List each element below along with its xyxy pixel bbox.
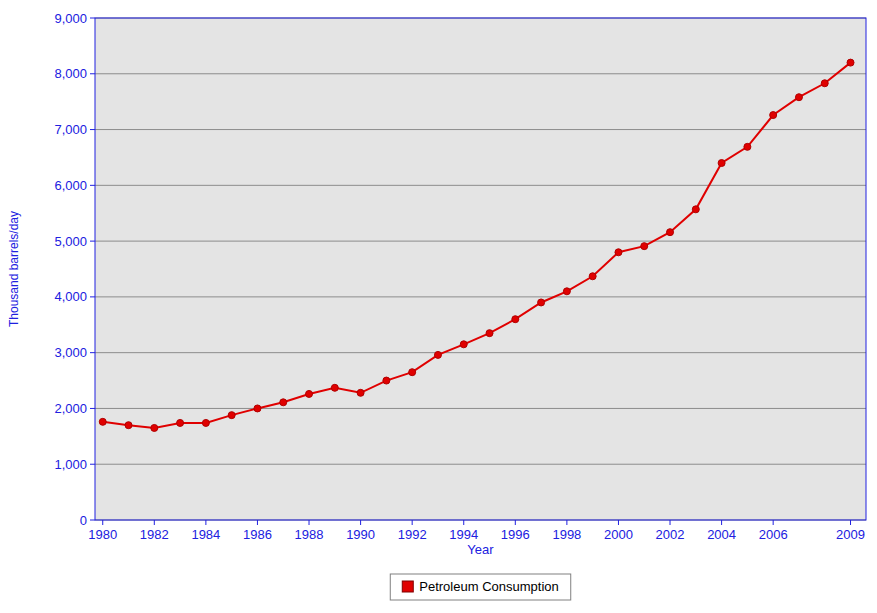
x-tick bbox=[102, 520, 103, 525]
x-tick bbox=[566, 520, 567, 525]
y-tick-label: 2,000 bbox=[54, 401, 87, 416]
y-axis-title: Thousand barrels/day bbox=[7, 211, 21, 327]
series-group bbox=[99, 59, 854, 431]
y-tick bbox=[90, 520, 95, 521]
legend-box bbox=[390, 574, 570, 600]
x-tick-label: 1986 bbox=[243, 527, 272, 542]
series-marker bbox=[177, 419, 184, 426]
y-tick bbox=[90, 241, 95, 242]
y-tick-label: 1,000 bbox=[54, 457, 87, 472]
series-marker bbox=[460, 341, 467, 348]
legend: Petroleum Consumption bbox=[390, 574, 570, 600]
grid-line bbox=[95, 241, 866, 242]
series-marker bbox=[202, 419, 209, 426]
series-marker bbox=[409, 369, 416, 376]
x-axis-title: Year bbox=[467, 542, 494, 557]
grid-line bbox=[95, 296, 866, 297]
series-marker bbox=[306, 390, 313, 397]
x-tick bbox=[670, 520, 671, 525]
series-marker bbox=[254, 405, 261, 412]
y-tick bbox=[90, 185, 95, 186]
x-tick bbox=[154, 520, 155, 525]
legend-swatch bbox=[402, 581, 413, 592]
x-tick-label: 1980 bbox=[88, 527, 117, 542]
chart: 0 1,000 2,000 3,000 4,000 5,000 6,000 7,000 8,00… bbox=[0, 0, 877, 613]
x-tick-label: 1982 bbox=[140, 527, 169, 542]
y-tick bbox=[90, 352, 95, 353]
series-marker bbox=[151, 424, 158, 431]
series-marker bbox=[125, 422, 132, 429]
y-tick-label: 0 bbox=[80, 513, 87, 528]
x-tick bbox=[360, 520, 361, 525]
series-marker bbox=[280, 399, 287, 406]
y-tick-label: 9,000 bbox=[54, 11, 87, 26]
series-marker bbox=[847, 59, 854, 66]
x-tick-label: 1990 bbox=[346, 527, 375, 542]
series-marker bbox=[486, 330, 493, 337]
series-marker bbox=[434, 351, 441, 358]
x-tick-label: 2006 bbox=[759, 527, 788, 542]
series-marker bbox=[331, 384, 338, 391]
series-marker bbox=[692, 206, 699, 213]
series-marker bbox=[538, 299, 545, 306]
series-marker bbox=[744, 143, 751, 150]
series-marker bbox=[641, 243, 648, 250]
y-tick-label: 3,000 bbox=[54, 345, 87, 360]
grid-line bbox=[95, 185, 866, 186]
y-tick-label: 5,000 bbox=[54, 234, 87, 249]
x-tick-label: 1994 bbox=[449, 527, 478, 542]
y-tick-label: 8,000 bbox=[54, 66, 87, 81]
x-tick bbox=[463, 520, 464, 525]
series-marker bbox=[770, 112, 777, 119]
series-marker bbox=[99, 418, 106, 425]
grid-line bbox=[95, 129, 866, 130]
series-marker bbox=[228, 412, 235, 419]
x-tick bbox=[515, 520, 516, 525]
series-marker bbox=[615, 249, 622, 256]
x-tick-label: 2000 bbox=[604, 527, 633, 542]
y-tick bbox=[90, 464, 95, 465]
x-tick bbox=[257, 520, 258, 525]
plot-frame bbox=[95, 18, 866, 520]
series-line bbox=[103, 63, 851, 428]
x-tick-label: 2002 bbox=[656, 527, 685, 542]
series-marker bbox=[795, 94, 802, 101]
y-tick bbox=[90, 129, 95, 130]
series-marker bbox=[383, 377, 390, 384]
series-marker bbox=[821, 80, 828, 87]
y-tick-label: 7,000 bbox=[54, 122, 87, 137]
x-tick-label: 2009 bbox=[836, 527, 865, 542]
y-tick-label: 6,000 bbox=[54, 178, 87, 193]
series-marker bbox=[718, 160, 725, 167]
series-marker bbox=[589, 273, 596, 280]
x-tick-label: 2004 bbox=[707, 527, 736, 542]
x-tick bbox=[773, 520, 774, 525]
series-marker bbox=[667, 229, 674, 236]
x-tick bbox=[618, 520, 619, 525]
series-marker bbox=[512, 316, 519, 323]
x-tick-label: 1998 bbox=[552, 527, 581, 542]
y-tick bbox=[90, 408, 95, 409]
x-tick-label: 1992 bbox=[398, 527, 427, 542]
legend-label: Petroleum Consumption bbox=[419, 579, 558, 594]
plot-background bbox=[95, 18, 866, 520]
x-tick-label: 1996 bbox=[501, 527, 530, 542]
grid-line bbox=[95, 73, 866, 74]
x-tick-label: 1988 bbox=[295, 527, 324, 542]
grid-line bbox=[95, 352, 866, 353]
x-tick bbox=[309, 520, 310, 525]
grid-line bbox=[95, 464, 866, 465]
x-tick-label: 1984 bbox=[191, 527, 220, 542]
y-tick bbox=[90, 73, 95, 74]
y-tick-label: 4,000 bbox=[54, 289, 87, 304]
y-tick bbox=[90, 18, 95, 19]
series-marker bbox=[357, 389, 364, 396]
series-marker bbox=[563, 288, 570, 295]
grid-line bbox=[95, 408, 866, 409]
x-tick bbox=[850, 520, 851, 525]
x-tick bbox=[205, 520, 206, 525]
x-tick bbox=[412, 520, 413, 525]
y-tick bbox=[90, 296, 95, 297]
x-tick bbox=[721, 520, 722, 525]
